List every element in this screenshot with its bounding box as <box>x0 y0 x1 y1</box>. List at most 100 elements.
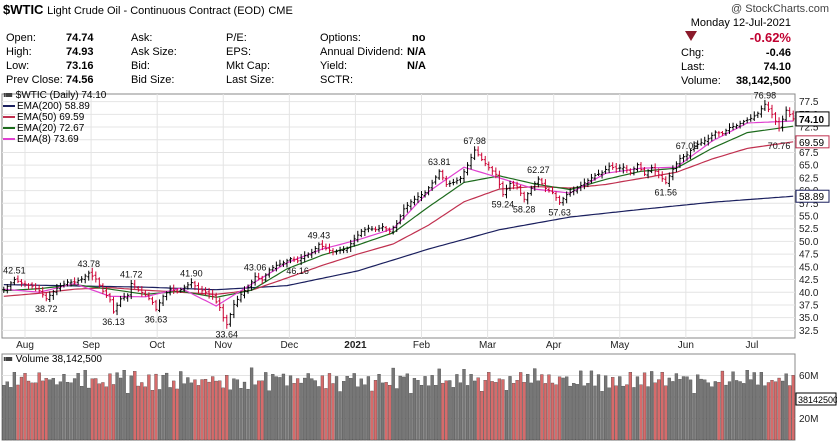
low-value: 73.16 <box>66 60 94 72</box>
volume-bar <box>642 372 647 441</box>
volume-bar <box>749 379 753 441</box>
volume-bar <box>565 376 569 441</box>
volume-bar <box>264 372 268 441</box>
price-annotation: 61.56 <box>655 188 678 198</box>
volume-bar <box>175 388 179 441</box>
y-tick-label: 72.5 <box>799 123 819 134</box>
x-tick-label: Dec <box>280 340 298 350</box>
price-annotation: 38.72 <box>35 304 58 314</box>
volume-bar <box>274 376 278 441</box>
volume-bar <box>667 377 671 441</box>
y-tick-label: 47.5 <box>799 250 819 261</box>
volume-bar <box>349 378 353 441</box>
volume-bar <box>239 388 243 441</box>
volume-bar <box>681 376 686 441</box>
volume-bar <box>483 380 487 441</box>
volume-bar <box>405 373 409 441</box>
watermark: @ StockCharts.com <box>731 3 829 15</box>
y-tick-label: 40.0 <box>799 288 819 299</box>
volume-bar <box>129 375 133 441</box>
volume-bar <box>34 382 38 441</box>
price-legend: ≔ $WTIC (Daily) 74.10 EMA(200) 58.89 EMA… <box>3 90 106 145</box>
volume-bar <box>306 373 310 441</box>
volume-bar <box>30 382 34 441</box>
volume-bar <box>480 391 484 441</box>
ask-size-label: Ask Size: <box>131 46 177 58</box>
volume-bar <box>182 383 186 441</box>
volume-bar <box>646 386 650 441</box>
prev-close-label: Prev Close: <box>6 74 63 86</box>
volume-bar <box>214 380 218 441</box>
volume-bar <box>699 378 703 441</box>
volume-bar <box>586 383 590 441</box>
volume-bar <box>653 382 657 441</box>
x-tick-label: Sep <box>82 340 100 350</box>
volume-bar <box>784 373 788 441</box>
exchange: CME <box>268 5 293 17</box>
x-tick-label: Mar <box>479 340 497 350</box>
volume-bar <box>143 386 147 441</box>
volume-bar <box>164 372 169 441</box>
volume-bar <box>373 380 378 441</box>
volume-bar <box>55 384 59 441</box>
volume-chart: 60M40M20M38142500 <box>1 353 837 441</box>
volume-bar <box>260 380 264 441</box>
volume-bar <box>320 375 325 441</box>
x-tick-label: 2021 <box>344 340 367 350</box>
last-size-label: Last Size: <box>226 74 275 86</box>
volume-bar <box>172 380 176 441</box>
volume-bar <box>550 382 555 441</box>
volume-bar <box>703 379 707 441</box>
volume-bar <box>696 374 700 441</box>
volume-bar <box>490 381 494 441</box>
volume-bar <box>734 380 739 441</box>
volume-bar <box>9 387 13 441</box>
volume-bar <box>310 378 314 441</box>
volume-bar <box>200 379 204 441</box>
volume-bar <box>26 380 31 441</box>
volume-bar <box>90 378 94 441</box>
volume-bar <box>522 382 526 441</box>
x-tick-label: May <box>610 340 629 350</box>
volume-bar <box>593 385 597 441</box>
volume-bar <box>462 369 466 441</box>
price-annotation: 58.28 <box>513 204 536 214</box>
x-tick-label: Apr <box>546 340 562 350</box>
x-tick-label: Nov <box>214 340 232 350</box>
volume-bar <box>688 379 693 441</box>
volume-bar <box>639 384 643 441</box>
down-arrow-icon <box>685 31 697 41</box>
volume-bar <box>458 382 463 441</box>
volume-bar <box>628 372 633 441</box>
volume-bar <box>228 389 232 441</box>
y-tick-label: 55.0 <box>799 212 819 223</box>
volume-bar <box>51 378 55 441</box>
volume-bar <box>154 373 158 441</box>
volume-bar <box>540 374 544 441</box>
volume-bar <box>777 377 781 441</box>
volume-tag-box <box>795 392 837 406</box>
volume-bar <box>402 376 406 441</box>
volume-bar <box>557 376 562 441</box>
symbol-description: Light Crude Oil - Continuous Contract (E… <box>47 5 265 17</box>
legend-ema50: EMA(50) 69.59 <box>3 112 106 123</box>
price-annotation: 49.43 <box>308 230 331 240</box>
price-annotation: 41.72 <box>120 270 143 280</box>
volume-bar <box>150 390 155 441</box>
volume-bar <box>635 376 640 441</box>
volume-bar <box>363 384 367 441</box>
volume-bar <box>611 377 615 441</box>
ema-line <box>3 125 794 298</box>
eps-label: EPS: <box>226 46 252 58</box>
volume-bar <box>288 375 293 441</box>
volume-bar <box>391 367 395 441</box>
volume-bar <box>444 380 448 441</box>
volume-bar <box>508 376 512 441</box>
volume-bar <box>37 372 41 441</box>
volume-bar <box>317 386 321 441</box>
volume-bar <box>706 382 710 441</box>
volume-bar <box>437 368 441 441</box>
price-tag-box <box>795 189 830 203</box>
symbol: $WTIC <box>3 2 44 17</box>
high-value: 74.93 <box>66 46 94 58</box>
